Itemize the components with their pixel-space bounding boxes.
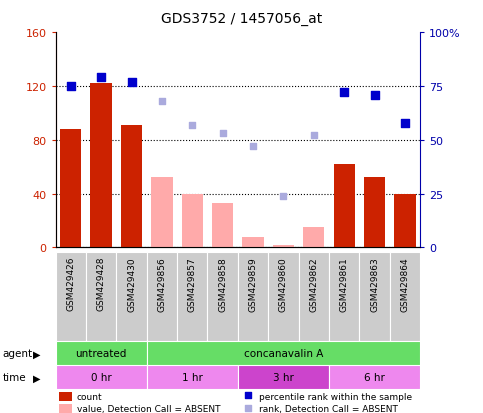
Bar bbox=[56, 252, 86, 341]
Text: GSM429856: GSM429856 bbox=[157, 256, 167, 311]
Text: GDS3752 / 1457056_at: GDS3752 / 1457056_at bbox=[161, 12, 322, 26]
Bar bbox=[59, 392, 72, 401]
Point bbox=[158, 98, 166, 105]
Bar bbox=[268, 252, 298, 341]
Bar bbox=[86, 252, 116, 341]
Bar bbox=[329, 252, 359, 341]
Bar bbox=[121, 126, 142, 248]
Text: 1 hr: 1 hr bbox=[182, 373, 203, 382]
Text: GSM429858: GSM429858 bbox=[218, 256, 227, 311]
Point bbox=[401, 120, 409, 126]
Bar bbox=[364, 178, 385, 248]
Bar bbox=[390, 252, 420, 341]
Text: ▶: ▶ bbox=[32, 373, 40, 382]
Bar bbox=[395, 194, 416, 248]
Text: concanavalin A: concanavalin A bbox=[244, 349, 323, 358]
Text: agent: agent bbox=[2, 349, 32, 358]
Text: time: time bbox=[2, 373, 26, 382]
Point bbox=[280, 193, 287, 199]
Text: 3 hr: 3 hr bbox=[273, 373, 294, 382]
Bar bbox=[116, 252, 147, 341]
Text: count: count bbox=[77, 392, 102, 401]
Text: percentile rank within the sample: percentile rank within the sample bbox=[259, 392, 412, 401]
Point bbox=[371, 92, 379, 99]
Bar bbox=[151, 178, 172, 248]
Point bbox=[244, 392, 252, 399]
Text: GSM429426: GSM429426 bbox=[66, 256, 75, 311]
Bar bbox=[177, 252, 208, 341]
Point bbox=[188, 122, 196, 129]
Text: GSM429864: GSM429864 bbox=[400, 256, 410, 311]
Bar bbox=[303, 228, 325, 248]
Text: GSM429862: GSM429862 bbox=[309, 256, 318, 311]
Text: untreated: untreated bbox=[75, 349, 127, 358]
Point bbox=[67, 83, 74, 90]
Text: ▶: ▶ bbox=[32, 349, 40, 358]
Text: GSM429428: GSM429428 bbox=[97, 256, 106, 311]
Point bbox=[341, 90, 348, 97]
Bar bbox=[242, 237, 264, 248]
Bar bbox=[59, 404, 72, 413]
Point bbox=[219, 131, 227, 137]
Text: GSM429861: GSM429861 bbox=[340, 256, 349, 311]
Bar bbox=[147, 342, 420, 366]
Bar bbox=[298, 252, 329, 341]
Text: GSM429430: GSM429430 bbox=[127, 256, 136, 311]
Text: GSM429857: GSM429857 bbox=[188, 256, 197, 311]
Bar bbox=[329, 366, 420, 389]
Bar bbox=[56, 342, 147, 366]
Bar bbox=[182, 194, 203, 248]
Bar bbox=[359, 252, 390, 341]
Bar bbox=[147, 252, 177, 341]
Bar bbox=[147, 366, 238, 389]
Text: 0 hr: 0 hr bbox=[91, 373, 112, 382]
Point bbox=[128, 79, 135, 86]
Point bbox=[97, 75, 105, 81]
Bar bbox=[334, 165, 355, 248]
Text: GSM429863: GSM429863 bbox=[370, 256, 379, 311]
Bar bbox=[90, 84, 112, 248]
Text: value, Detection Call = ABSENT: value, Detection Call = ABSENT bbox=[77, 404, 220, 413]
Bar bbox=[238, 366, 329, 389]
Bar bbox=[238, 252, 268, 341]
Text: GSM429859: GSM429859 bbox=[249, 256, 257, 311]
Point bbox=[244, 404, 252, 411]
Bar bbox=[273, 245, 294, 248]
Bar bbox=[56, 366, 147, 389]
Text: GSM429860: GSM429860 bbox=[279, 256, 288, 311]
Bar bbox=[60, 130, 81, 248]
Text: rank, Detection Call = ABSENT: rank, Detection Call = ABSENT bbox=[259, 404, 398, 413]
Point bbox=[310, 133, 318, 140]
Point bbox=[249, 144, 257, 150]
Bar bbox=[212, 204, 233, 248]
Text: 6 hr: 6 hr bbox=[364, 373, 385, 382]
Bar bbox=[208, 252, 238, 341]
